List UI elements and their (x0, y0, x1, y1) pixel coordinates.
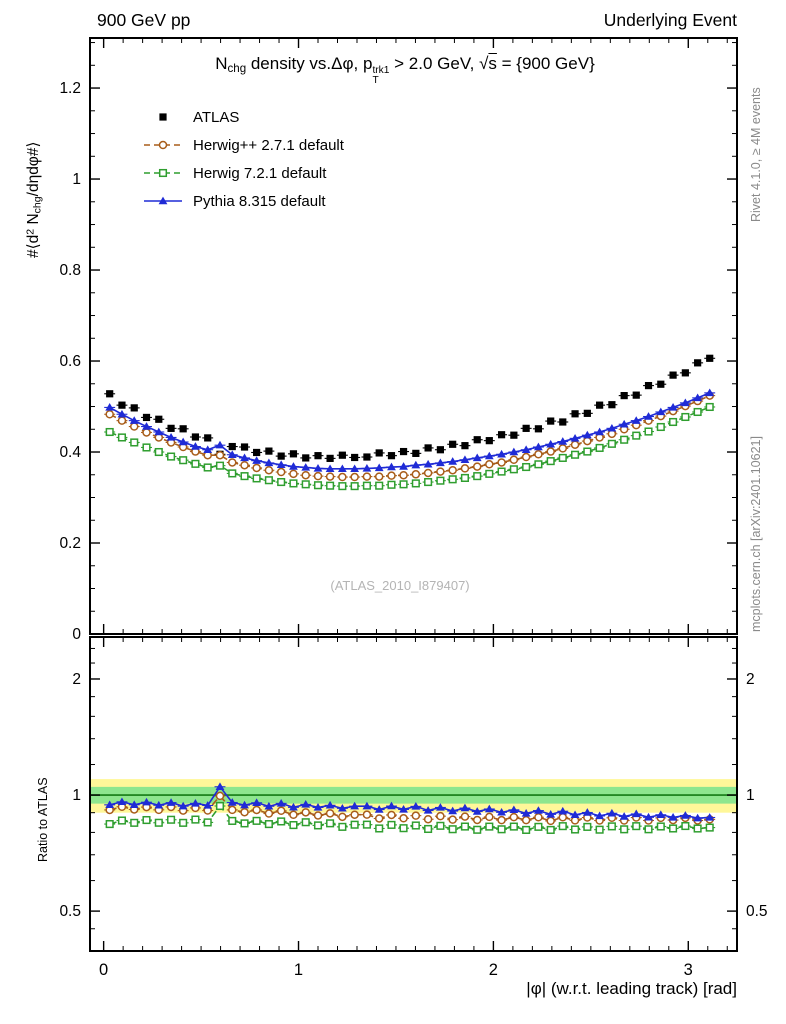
y-axis-title-ratio: Ratio to ATLAS (36, 777, 50, 862)
header-beam-energy: 900 GeV pp (97, 10, 191, 30)
x-axis-title: |φ| (w.r.t. leading track) [rad] (526, 979, 737, 998)
svg-text:0: 0 (99, 961, 108, 979)
analysis-id-watermark: (ATLAS_2010_I879407) (330, 578, 470, 593)
svg-text:2: 2 (72, 671, 81, 688)
legend-label-pythia: Pythia 8.315 default (193, 192, 326, 210)
legend-sample-herwigpp (144, 140, 182, 150)
legend-sample-herwig7 (144, 168, 182, 178)
legend-item-pythia: Pythia 8.315 default (143, 187, 344, 215)
svg-text:0.4: 0.4 (59, 444, 81, 461)
legend: ATLAS Herwig++ 2.7.1 default Herwig 7.2.1 … (143, 103, 344, 215)
rivet-version-note: Rivet 4.1.0, ≥ 4M events (749, 87, 763, 222)
svg-text:0.5: 0.5 (59, 903, 81, 920)
legend-label-herwigpp: Herwig++ 2.7.1 default (193, 136, 344, 154)
svg-text:0.5: 0.5 (746, 903, 768, 920)
svg-text:1: 1 (294, 961, 303, 979)
svg-text:1: 1 (72, 171, 81, 188)
legend-item-herwigpp: Herwig++ 2.7.1 default (143, 131, 344, 159)
mcplots-credit-note: mcplots.cern.ch [arXiv:2401.10621] (749, 436, 763, 632)
legend-item-herwig7: Herwig 7.2.1 default (143, 159, 344, 187)
header-analysis-group: Underlying Event (603, 10, 737, 30)
plot-title: Nchg density vs.Δφ, p trk1 T > 2.0 GeV, √s… (215, 54, 595, 87)
legend-sample-pythia (144, 196, 182, 205)
svg-text:0.8: 0.8 (59, 262, 81, 279)
legend-item-atlas: ATLAS (143, 103, 344, 131)
svg-text:0: 0 (72, 626, 81, 643)
svg-text:1: 1 (746, 787, 755, 804)
svg-text:0.6: 0.6 (59, 353, 81, 370)
svg-text:2: 2 (489, 961, 498, 979)
svg-text:1.2: 1.2 (59, 80, 81, 97)
svg-text:0.2: 0.2 (59, 535, 81, 552)
legend-label-atlas: ATLAS (193, 108, 240, 126)
y-axis-title-main: #⟨d2 Nchg/dηdφ#⟩ (24, 141, 44, 258)
svg-text:1: 1 (72, 787, 81, 804)
svg-text:2: 2 (746, 671, 755, 688)
legend-label-herwig7: Herwig 7.2.1 default (193, 164, 327, 182)
svg-text:3: 3 (684, 961, 693, 979)
legend-sample-atlas (159, 113, 167, 121)
